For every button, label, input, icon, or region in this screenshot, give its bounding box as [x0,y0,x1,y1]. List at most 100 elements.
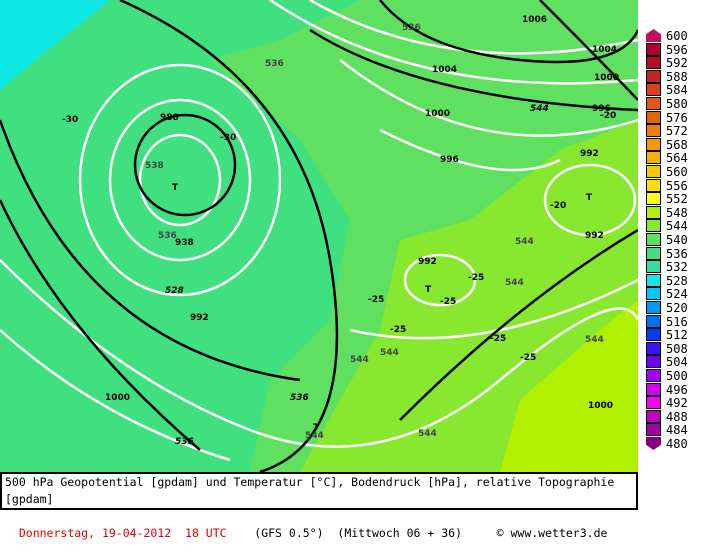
legend-swatch [646,369,661,382]
legend-label: 528 [666,273,688,288]
pressure-label: 996 [592,104,611,114]
legend-swatch [646,233,661,246]
legend-label: 584 [666,83,688,98]
geopotential-lines [0,0,638,472]
legend-label: 488 [666,409,688,424]
caption-date: Donnerstag, 19-04-2012 18 UTC [18,526,227,540]
legend-swatch [646,69,661,83]
legend-label: 544 [666,219,688,234]
legend-swatch [646,396,661,410]
legend-swatch [646,178,661,192]
contour-labels: 988 938 992 1000 1004 1000 996 1006 1004… [62,15,619,447]
legend-swatch [646,42,661,56]
topo-label: 536 [265,59,284,69]
geopotential-label: 536 [175,437,194,447]
pressure-label: 1000 [105,393,130,403]
low-pressure-marker: T [313,423,320,433]
legend-label: 552 [666,192,688,207]
legend-swatch [646,437,661,450]
legend-swatch [646,205,661,219]
geopotential-label: 528 [165,286,184,296]
legend-swatch [646,287,661,301]
legend-swatch [646,83,661,97]
legend-label: 540 [666,233,688,247]
weather-map: 988 938 992 1000 1004 1000 996 1006 1004… [0,0,638,472]
low-pressure-marker: T [586,193,593,203]
topo-label: 544 [505,278,524,288]
legend-label: 532 [666,260,688,275]
legend-swatch [646,219,661,233]
topo-label: 544 [515,237,534,247]
legend-label: 600 [666,29,688,43]
legend-swatch [646,273,661,287]
legend-swatch [646,110,661,124]
legend-label: 576 [666,110,688,125]
geopotential-label: 536 [290,393,309,403]
temperature-label: -25 [520,353,536,363]
pressure-label: 1006 [522,15,547,25]
legend-swatch [646,165,661,178]
pressure-label: 1000 [425,109,450,119]
legend-label: 484 [666,423,688,438]
legend-label: 516 [666,314,688,329]
legend-swatch [646,151,661,165]
pressure-label: 992 [418,257,437,267]
temperature-label: -20 [550,201,566,211]
legend-swatch [646,355,661,369]
temperature-label: -20 [600,111,616,121]
legend-label: 548 [666,205,688,220]
legend-label: 588 [666,69,688,84]
topo-label: 544 [350,355,369,365]
pressure-label: 996 [440,155,459,165]
caption-copyright: © www.wetter3.de [496,526,608,540]
legend-swatch [646,246,661,260]
geopotential-label: 544 [530,104,549,114]
temperature-label: -30 [220,133,236,143]
legend-swatch [646,29,661,42]
legend-label: 564 [666,151,688,166]
legend-label: 560 [666,165,688,179]
topo-label: 544 [380,348,399,358]
legend-swatch [646,423,661,437]
topo-label: 544 [305,431,324,441]
topo-label: 544 [418,429,437,439]
temperature-label: -25 [490,334,506,344]
legend-label: 500 [666,369,688,383]
legend-label: 512 [666,328,688,343]
legend-label: 496 [666,382,688,397]
legend-swatch [646,260,661,274]
pressure-label: 1004 [592,45,617,55]
temperature-label: -30 [62,115,78,125]
legend-swatch [646,409,661,423]
pressure-label: 938 [175,238,194,248]
legend-swatch [646,314,661,328]
caption-title: 500 hPa Geopotential [gpdam] und Tempera… [5,475,615,506]
legend-swatch [646,56,661,70]
temperature-label: -25 [390,325,406,335]
pressure-label: 992 [580,149,599,159]
color-legend: 600 596 592 588 584 580 576 572 568 564 560 556 552 5… [638,0,704,472]
legend-label: 492 [666,396,688,411]
topo-label: 536 [158,231,177,241]
pressure-label: 992 [585,231,604,241]
zone-548 [500,300,638,472]
legend-swatch [646,124,661,138]
topo-label: 544 [585,335,604,345]
caption-model: (GFS 0.5°) [254,526,324,540]
legend-swatch [646,192,661,206]
legend-swatch [646,382,661,396]
legend-label: 592 [666,56,688,71]
temperature-label: -25 [440,297,456,307]
temperature-label: -25 [468,273,484,283]
legend-swatch [646,328,661,342]
legend-label: 504 [666,355,688,370]
legend-label: 572 [666,124,688,139]
pressure-label: 992 [190,313,209,323]
legend-label: 556 [666,178,688,193]
pressure-label: 1004 [432,65,457,75]
caption-run: (Mittwoch 06 + 36) [337,526,463,540]
low-pressure-marker: T [172,183,179,193]
pressure-label: 988 [160,113,179,123]
map-caption: 500 hPa Geopotential [gpdam] und Tempera… [0,472,638,540]
legend-label: 524 [666,287,688,302]
